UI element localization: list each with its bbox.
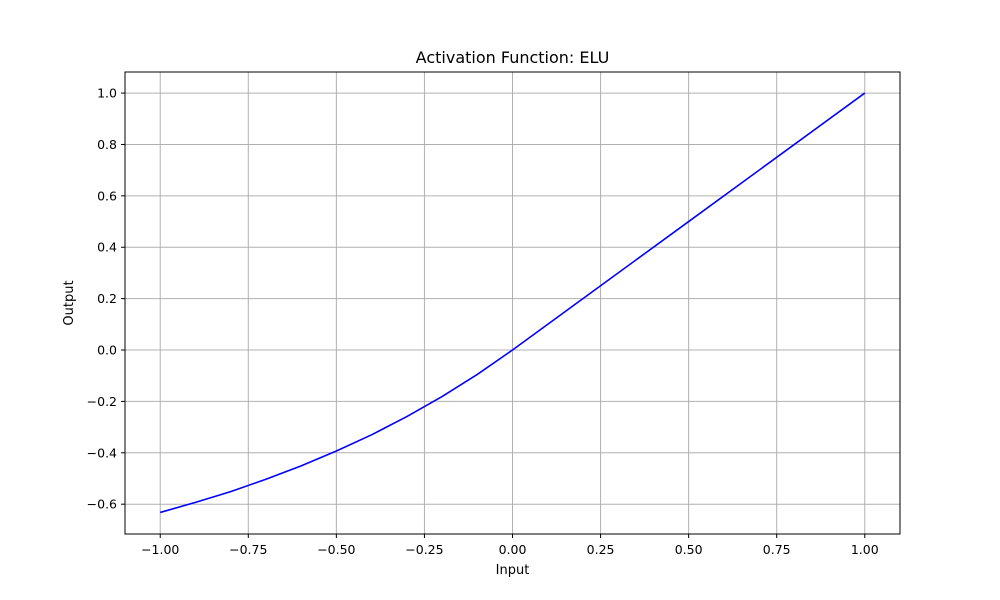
y-tick-label: 0.2 [97,291,117,306]
y-tick-label: 0.4 [97,240,117,255]
elu-series-line [160,92,866,514]
y-tick-label: 0.6 [97,188,117,203]
series-layer [160,92,866,514]
x-axis-ticks: −1.00 −0.75 −0.50 −0.25 0.00 0.25 0.50 0.75 1.00 [141,534,879,557]
chart-title: Activation Function: ELU [416,48,610,67]
y-axis-title: Output [62,280,77,325]
y-tick-label: −0.2 [87,394,117,409]
y-grid [125,92,900,505]
y-tick-label: 1.0 [97,86,117,101]
x-tick-label: −1.00 [141,542,179,557]
x-tick-label: 0.25 [587,542,615,557]
y-tick-label: −0.6 [87,497,117,512]
x-tick-label: −0.75 [229,542,267,557]
x-axis-title: Input [496,563,530,578]
x-tick-label: −0.25 [405,542,443,557]
y-tick-label: 0.8 [97,137,117,152]
x-tick-label: 1.00 [851,542,879,557]
y-axis-ticks: −0.6 −0.4 −0.2 0.0 0.2 0.4 0.6 0.8 1.0 [87,86,125,512]
x-tick-label: 0.50 [675,542,703,557]
x-tick-label: 0.75 [763,542,791,557]
x-tick-label: 0.00 [499,542,527,557]
y-tick-label: 0.0 [97,343,117,358]
x-grid [159,72,866,534]
y-tick-label: −0.4 [87,445,117,460]
x-tick-label: −0.50 [317,542,355,557]
